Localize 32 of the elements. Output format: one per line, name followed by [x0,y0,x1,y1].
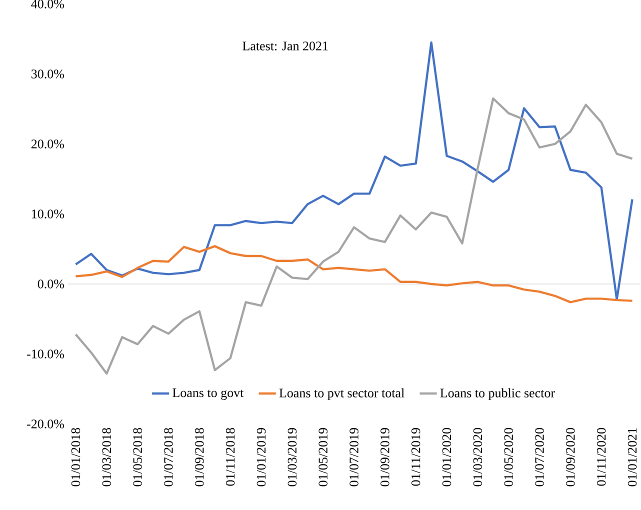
x-tick-label: 01/01/2019 [256,428,266,486]
y-tick-label: 30.0% [32,70,64,78]
x-tick-label: 01/11/2018 [226,428,235,486]
legend-label: Loans to public sector [440,388,555,400]
x-tick-label: 01/01/2021 [628,428,637,486]
x-tick-label: 01/09/2019 [380,428,390,486]
line-series [74,97,634,375]
y-tick-label: 40.0% [31,0,64,8]
x-tick-label: 01/03/2020 [473,428,482,486]
x-tick-label: 01/01/2018 [71,428,80,486]
y-tick-label: -20.0% [27,420,64,428]
x-tick-label: 01/11/2020 [596,428,606,486]
x-tick-label: 01/01/2020 [442,428,452,486]
x-tick-label: 01/07/2018 [164,428,173,486]
x-tick-label: 01/11/2019 [411,428,420,486]
x-tick-label: 01/09/2020 [566,428,575,486]
y-tick-label: -10.0% [27,350,64,358]
y-tick-label: 10.0% [32,210,64,218]
x-tick-label: 01/09/2018 [195,428,204,486]
x-tick-label: 01/07/2019 [350,428,358,486]
y-tick-label: 0.0% [38,280,64,288]
x-tick-label: 01/03/2018 [102,428,112,486]
legend-label: Loans to govt [172,388,244,400]
y-tick-label: 20.0% [31,140,64,148]
line-series [74,41,634,300]
x-tick-label: 01/03/2019 [288,428,297,486]
x-tick-label: 01/05/2018 [133,428,142,486]
x-tick-label: 01/05/2020 [504,428,513,486]
annotation: Latest: Jan 2021 [242,42,328,50]
legend-label: Loans to pvt sector total [279,388,404,400]
x-tick-label: 01/07/2020 [535,428,544,486]
x-tick-label: 01/05/2019 [318,428,328,486]
